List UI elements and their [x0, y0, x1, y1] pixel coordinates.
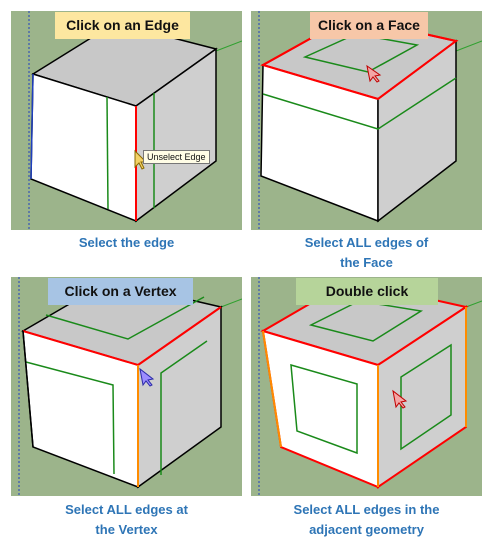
caption-select-face: Select ALL edges of the Face [251, 233, 482, 273]
side-green-square [160, 340, 208, 475]
vertex-edge-side[interactable] [137, 306, 222, 366]
cube-viewport[interactable] [251, 11, 482, 230]
blue-axis-edge [22, 330, 34, 448]
front-inner-square [290, 363, 358, 455]
green-axis [465, 300, 482, 308]
banner-click-edge: Click on an Edge [55, 12, 190, 39]
banner-click-face: Click on a Face [310, 12, 428, 39]
caption-line1: Select ALL edges of [304, 235, 429, 250]
caption-line1: Select ALL edges in the [293, 502, 440, 517]
cube-viewport[interactable] [11, 11, 242, 230]
front-green-line [106, 96, 109, 210]
caption-line2: the Face [340, 255, 393, 270]
top-green-line [45, 296, 205, 340]
caption-line2: adjacent geometry [309, 522, 424, 537]
caption-select-vertex: Select ALL edges at the Vertex [11, 500, 242, 540]
front-green-square [25, 361, 115, 475]
panel-click-face [251, 11, 482, 230]
cube-viewport[interactable] [11, 277, 242, 496]
banner-double-click: Double click [296, 278, 438, 305]
inner-square [302, 33, 420, 73]
blue-axis-edge [30, 73, 34, 180]
arrow-cursor-icon [366, 64, 382, 83]
arrow-cursor-icon [392, 389, 408, 409]
panel-double-click [251, 277, 482, 496]
green-axis [215, 40, 242, 52]
cube-viewport[interactable] [251, 277, 482, 496]
caption-line1: Select the edge [78, 235, 175, 250]
orange-edge-left [262, 330, 282, 448]
green-axis [220, 298, 242, 308]
front-green-line [262, 77, 457, 130]
green-axis [455, 40, 482, 52]
caption-select-edge: Select the edge [11, 233, 242, 253]
arrow-cursor-icon [139, 367, 155, 387]
side-inner-square [400, 343, 452, 451]
top-inner-square [308, 300, 424, 342]
caption-select-adjacent: Select ALL edges in the adjacent geometr… [251, 500, 482, 540]
caption-line1: Select ALL edges at [65, 502, 188, 517]
caption-line2: the Vertex [95, 522, 158, 537]
vertex-edge-front[interactable] [22, 330, 139, 366]
panel-click-vertex [11, 277, 242, 496]
banner-click-vertex: Click on a Vertex [48, 278, 193, 305]
panel-click-edge: Unselect Edge [11, 11, 242, 230]
tooltip: Unselect Edge [143, 150, 210, 164]
